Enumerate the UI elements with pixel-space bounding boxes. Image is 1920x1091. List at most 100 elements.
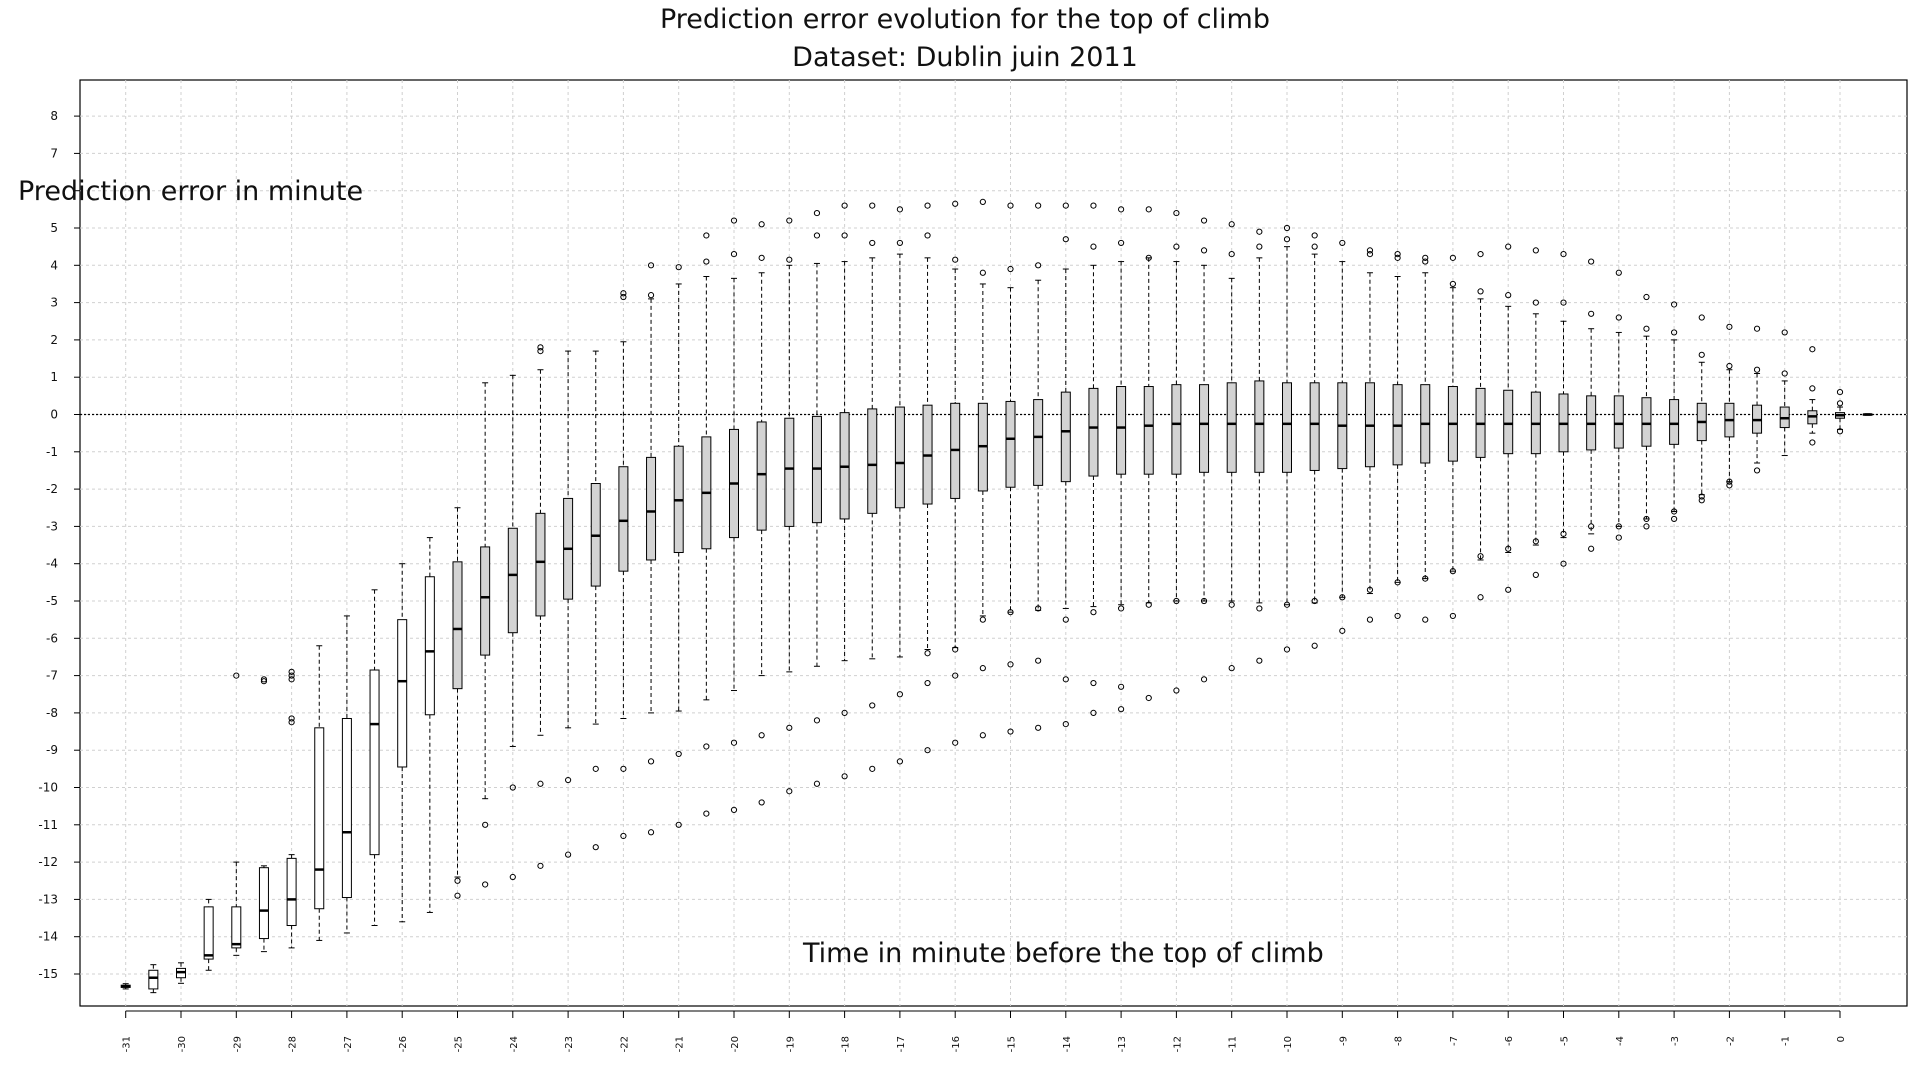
x-tick-label: 0 [1836, 1036, 1847, 1042]
outlier-point [1173, 597, 1180, 605]
y-tick-label: -10 [38, 781, 58, 795]
outlier-point [1007, 265, 1014, 273]
outlier-point [1145, 601, 1152, 608]
outlier-point [1090, 609, 1097, 616]
outlier-point [758, 221, 765, 228]
outlier-point [1035, 262, 1042, 269]
outlier-point [1228, 665, 1235, 672]
outlier-point [509, 784, 516, 791]
outlier-point [592, 765, 599, 772]
outlier-point [1560, 299, 1567, 306]
x-tick-label: -28 [288, 1036, 299, 1052]
outlier-point [952, 739, 959, 746]
outlier-point [1753, 467, 1761, 474]
outlier-point [1339, 239, 1346, 247]
box-iqr [1282, 382, 1292, 473]
outlier-point [1615, 269, 1622, 276]
outlier-point [1283, 236, 1291, 243]
outlier-point [1698, 314, 1705, 321]
x-tick-label: -30 [177, 1036, 188, 1052]
box-iqr [1254, 380, 1265, 473]
box-iqr [1060, 391, 1071, 483]
outlier-point [620, 293, 627, 301]
outlier-point [1090, 679, 1097, 687]
chart-subtitle: Dataset: Dublin juin 2011 [792, 42, 1138, 73]
outlier-point [1173, 209, 1180, 217]
box-iqr [314, 727, 325, 910]
outlier-point [1311, 232, 1318, 239]
y-tick-label: -1 [46, 445, 58, 459]
outlier-point [1035, 605, 1042, 612]
outlier-point [1339, 594, 1346, 601]
outlier-point [509, 873, 516, 881]
outlier-point [288, 719, 295, 726]
outlier-point [924, 747, 931, 754]
y-tick-label: 0 [50, 408, 58, 422]
x-tick-label: -23 [564, 1036, 575, 1052]
y-tick-label: 7 [50, 146, 58, 160]
outlier-point [1809, 385, 1816, 392]
outlier-point [1062, 236, 1069, 243]
box-iqr [424, 576, 435, 716]
outlier-point [1062, 202, 1069, 209]
outlier-point [1090, 202, 1097, 209]
outlier-point [1200, 247, 1208, 254]
outlier-point [1090, 243, 1097, 250]
x-tick-label: -27 [343, 1036, 354, 1052]
outlier-point [703, 232, 710, 239]
outlier-point [1035, 202, 1042, 209]
outlier-point [260, 676, 268, 683]
outlier-point [1366, 251, 1374, 258]
outlier-point [896, 239, 904, 247]
box-iqr [1171, 384, 1182, 475]
outlier-point [786, 217, 793, 224]
box-iqr [1503, 389, 1514, 455]
y-tick-label: -12 [38, 855, 58, 869]
outlier-point [1062, 720, 1069, 728]
box-iqr [1199, 384, 1210, 473]
x-tick-label: -16 [951, 1036, 962, 1052]
outlier-point [1809, 346, 1816, 353]
outlier-point [1283, 646, 1291, 653]
outlier-point [869, 202, 876, 209]
outlier-point [979, 732, 986, 739]
outlier-point [786, 788, 793, 795]
y-tick-label: 8 [50, 109, 58, 123]
outlier-point [1145, 206, 1152, 213]
x-tick-label: -22 [619, 1036, 630, 1052]
outlier-point [1726, 482, 1733, 489]
outlier-point [730, 806, 738, 813]
x-tick-label: -10 [1283, 1036, 1294, 1052]
outlier-point [896, 691, 904, 698]
outlier-point [1477, 594, 1484, 601]
x-tick-label: -31 [122, 1036, 133, 1052]
outlier-point [1671, 329, 1678, 336]
outlier-point [592, 844, 599, 851]
x-tick-label: -19 [785, 1036, 796, 1052]
x-tick-label: -1 [1781, 1036, 1792, 1046]
outlier-point [1228, 221, 1235, 228]
y-tick-label: 4 [50, 258, 58, 272]
outlier-point [1532, 538, 1539, 545]
outlier-point [924, 202, 931, 209]
outlier-point [1394, 251, 1401, 258]
outlier-point [1505, 292, 1512, 299]
outlier-point [841, 709, 848, 717]
outlier-point [1505, 243, 1512, 250]
outlier-point [1422, 575, 1429, 582]
x-tick-label: -20 [730, 1036, 741, 1052]
x-tick-label: -18 [841, 1036, 852, 1052]
outlier-point [1726, 362, 1733, 370]
outlier-point [1836, 400, 1844, 407]
y-tick-label: -15 [38, 967, 58, 981]
outlier-point [869, 765, 876, 772]
box-iqr [867, 408, 878, 514]
box-iqr [369, 669, 380, 856]
x-tick-label: -8 [1394, 1036, 1405, 1046]
outlier-point [1726, 323, 1733, 330]
outlier-point [1532, 299, 1539, 306]
box-iqr [397, 619, 408, 768]
y-tick-label: -7 [46, 669, 58, 683]
outlier-point [1588, 310, 1595, 317]
x-axis-label: Time in minute before the top of climb [803, 938, 1324, 969]
